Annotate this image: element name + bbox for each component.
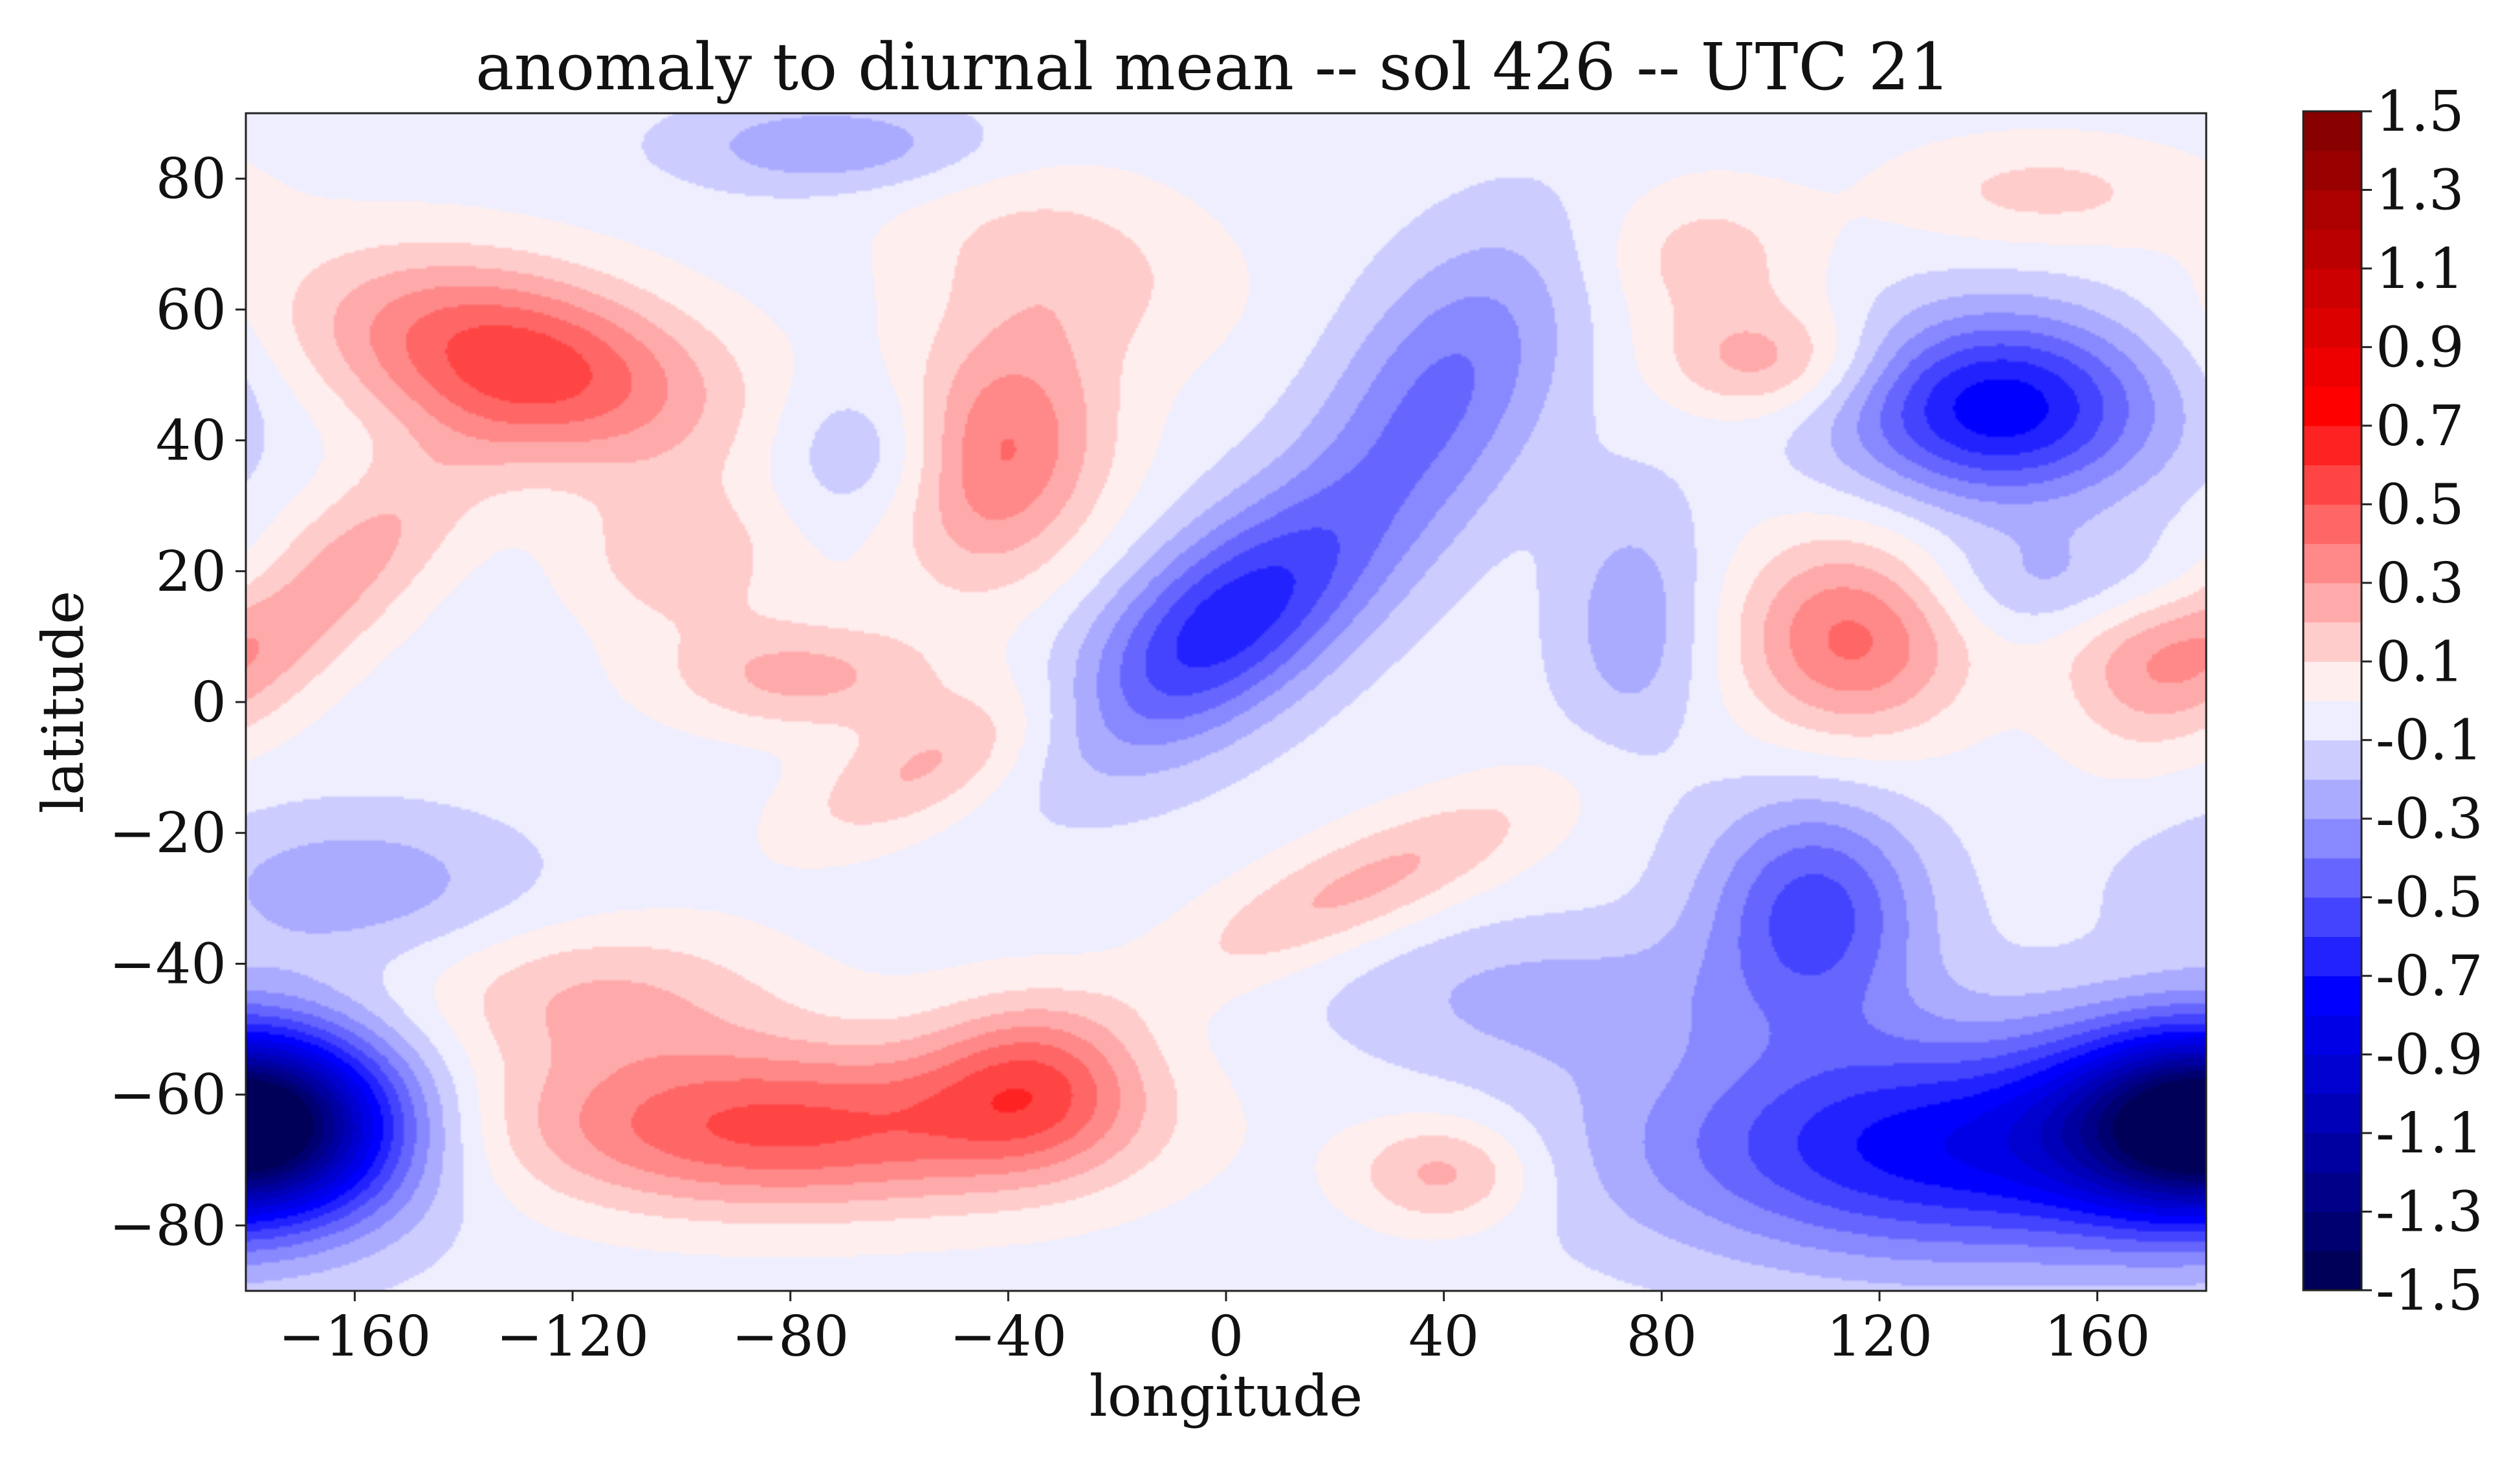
colorbar-swatch [2303, 1172, 2361, 1213]
colorbar-swatch [2303, 1054, 2361, 1094]
colorbar-frame [2302, 110, 2363, 1292]
chart-title: anomaly to diurnal mean -- sol 426 -- UT… [476, 29, 1951, 105]
heatmap-canvas [246, 113, 2206, 1291]
colorbar-swatches [2303, 111, 2361, 1291]
y-tick-label: −60 [109, 1063, 227, 1128]
x-tick-label: −80 [732, 1304, 849, 1369]
colorbar-tick-label: -1.3 [2376, 1180, 2483, 1245]
colorbar-swatch [2303, 740, 2361, 780]
colorbar-swatch [2303, 779, 2361, 819]
colorbar-tick-label: -1.1 [2376, 1101, 2483, 1166]
colorbar-swatch [2303, 229, 2361, 269]
colorbar-swatch [2303, 1015, 2361, 1055]
colorbar-tick-label: -0.9 [2376, 1023, 2483, 1088]
y-tick-label: −80 [109, 1194, 227, 1259]
colorbar-tick-label: 1.1 [2376, 237, 2464, 302]
colorbar-swatch [2303, 1133, 2361, 1173]
x-tick-label: −40 [950, 1304, 1068, 1369]
plot-area [245, 112, 2208, 1292]
colorbar-swatch [2303, 307, 2361, 347]
x-tick-label: 80 [1627, 1304, 1697, 1369]
x-tick-label: 160 [2044, 1304, 2151, 1369]
colorbar-swatch [2303, 897, 2361, 937]
colorbar-swatch [2303, 111, 2361, 151]
colorbar-ticks: 1.5 1.3 1.1 0.9 0.7 0.5 0.3 0.1 -0.1 -0.3 -0.5 -0.7… [2361, 80, 2483, 1323]
x-tick-label: 120 [1826, 1304, 1933, 1369]
colorbar-swatch [2303, 268, 2361, 309]
y-tick-label: −40 [109, 932, 227, 996]
colorbar-swatch [2303, 661, 2361, 701]
colorbar-tick-label: -0.1 [2376, 709, 2483, 773]
colorbar-swatch [2303, 819, 2361, 859]
colorbar-swatch [2303, 582, 2361, 623]
colorbar-swatch [2303, 936, 2361, 976]
x-tick-label: 40 [1408, 1304, 1479, 1369]
y-tick-label: 40 [156, 409, 226, 474]
y-tick-label: 20 [156, 540, 226, 604]
colorbar-swatch [2303, 465, 2361, 505]
colorbar-tick-label: 0.9 [2376, 315, 2464, 380]
colorbar-tick-label: -1.5 [2376, 1259, 2483, 1323]
x-axis-label: longitude [1090, 1363, 1363, 1429]
colorbar-swatch [2303, 386, 2361, 426]
colorbar-swatch [2303, 1094, 2361, 1134]
colorbar-tick-label: -0.7 [2376, 944, 2483, 1009]
colorbar: 1.5 1.3 1.1 0.9 0.7 0.5 0.3 0.1 -0.1 -0.3 -0.5 -0.7… [2302, 80, 2483, 1323]
y-axis-label: latitude [30, 591, 96, 814]
x-axis: −160 −120 −80 −40 0 40 80 120 160 [278, 1291, 2151, 1369]
colorbar-swatch [2303, 857, 2361, 898]
y-tick-label: 0 [191, 670, 226, 735]
colorbar-tick-label: 0.3 [2376, 551, 2464, 616]
colorbar-swatch [2303, 976, 2361, 1016]
colorbar-tick-label: -0.5 [2376, 866, 2483, 930]
colorbar-swatch [2303, 701, 2361, 741]
colorbar-swatch [2303, 544, 2361, 584]
x-tick-label: −160 [278, 1304, 431, 1369]
colorbar-swatch [2303, 190, 2361, 230]
colorbar-swatch [2303, 622, 2361, 662]
colorbar-tick-label: -0.3 [2376, 787, 2483, 852]
colorbar-tick-label: 0.7 [2376, 394, 2464, 459]
colorbar-swatch [2303, 1211, 2361, 1251]
y-tick-label: 60 [156, 278, 226, 342]
colorbar-tick-label: 1.5 [2376, 80, 2464, 144]
colorbar-swatch [2303, 347, 2361, 387]
colorbar-tick-label: 1.3 [2376, 158, 2464, 223]
colorbar-tick-label: 0.1 [2376, 630, 2464, 694]
x-tick-label: −120 [496, 1304, 649, 1369]
x-tick-label: 0 [1209, 1304, 1244, 1369]
y-tick-label: 80 [156, 147, 226, 212]
colorbar-swatch [2303, 425, 2361, 466]
colorbar-tick-label: 0.5 [2376, 472, 2464, 537]
y-tick-label: −20 [109, 801, 227, 866]
y-axis: 80 60 40 20 0 −20 −40 −60 −80 [109, 147, 246, 1259]
colorbar-swatch [2303, 1251, 2361, 1291]
colorbar-swatch [2303, 150, 2361, 191]
colorbar-swatch [2303, 504, 2361, 544]
